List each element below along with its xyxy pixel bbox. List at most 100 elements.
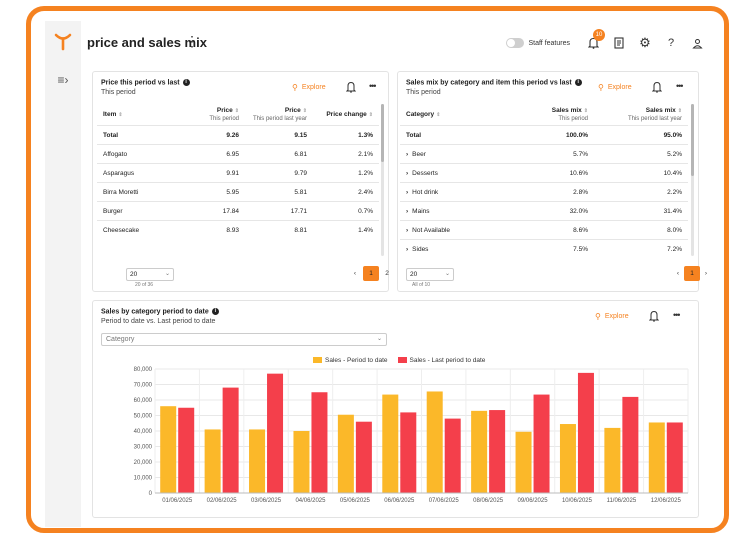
expand-sidebar-icon[interactable]: ≡› — [57, 73, 69, 87]
expand-row-icon[interactable]: › — [406, 150, 409, 158]
table-row[interactable]: Affogato 6.95 6.81 2.1% — [97, 144, 379, 164]
settings-gear-icon[interactable]: ⚙ — [639, 35, 651, 50]
y-tick-label: 40,000 — [134, 429, 153, 435]
table-row[interactable]: Total 100.0% 95.0% — [400, 125, 688, 145]
bar-last-period-to-date[interactable] — [533, 394, 550, 493]
previous-page-icon[interactable]: ‹ — [676, 270, 680, 277]
column-header-sales-mix[interactable]: Sales mix ⇕ This period — [551, 107, 588, 122]
table-row[interactable]: › Mains 32.0% 31.4% — [400, 201, 688, 221]
row-label: Asparagus — [97, 163, 181, 183]
bar-period-to-date[interactable] — [160, 406, 177, 493]
help-icon[interactable]: ? — [667, 37, 675, 49]
previous-page-icon[interactable]: ‹ — [353, 270, 357, 277]
bar-period-to-date[interactable] — [515, 431, 532, 493]
card-more-icon[interactable]: ••• — [676, 81, 684, 91]
table-row[interactable]: Total 9.26 9.15 1.3% — [97, 125, 379, 145]
page-size-select[interactable]: 20 ⌄ — [406, 268, 454, 281]
table-row[interactable]: Birra Moretti 5.95 5.81 2.4% — [97, 182, 379, 202]
table-row[interactable]: › Not Available 8.6% 8.0% — [400, 220, 688, 240]
info-icon[interactable]: i — [574, 79, 582, 86]
user-account-icon[interactable] — [690, 36, 704, 50]
table-row[interactable]: › Sides 7.5% 7.2% — [400, 239, 688, 256]
table-row[interactable]: Cheesecake 8.93 8.81 1.4% — [97, 220, 379, 240]
bar-period-to-date[interactable] — [559, 424, 576, 493]
staff-features-toggle[interactable] — [506, 38, 525, 48]
y-tick-label: 50,000 — [134, 414, 153, 420]
cell-value: 9.15 — [245, 125, 313, 145]
row-label: › Not Available — [400, 220, 510, 240]
expand-row-icon[interactable]: › — [406, 226, 409, 234]
next-page-icon[interactable]: › — [704, 270, 708, 277]
bar-last-period-to-date[interactable] — [178, 407, 195, 493]
page-options-icon[interactable]: ⋮ — [185, 33, 199, 49]
table-scrollbar[interactable] — [381, 104, 384, 256]
explore-button[interactable]: ⚲ Explore — [598, 83, 632, 92]
expand-row-icon[interactable]: › — [406, 207, 409, 215]
bar-period-to-date[interactable] — [648, 422, 665, 493]
alert-bell-icon[interactable] — [652, 81, 662, 93]
info-icon[interactable]: i — [182, 79, 190, 86]
cell-value: 17.71 — [245, 201, 313, 221]
bar-last-period-to-date[interactable] — [267, 373, 284, 493]
alert-bell-icon[interactable] — [346, 81, 356, 93]
brand-logo-icon[interactable] — [51, 29, 75, 53]
cell-value: 8.93 — [181, 220, 245, 240]
bar-period-to-date[interactable] — [249, 429, 266, 493]
bar-last-period-to-date[interactable] — [222, 387, 239, 493]
column-header-price[interactable]: Price ⇕ This period — [209, 107, 239, 122]
bar-period-to-date[interactable] — [471, 410, 488, 493]
notifications-bell-icon[interactable]: 10 — [586, 29, 605, 50]
cell-value: 2.8% — [510, 182, 594, 202]
bar-last-period-to-date[interactable] — [577, 372, 594, 493]
bar-period-to-date[interactable] — [337, 414, 354, 493]
table-row[interactable]: › Beer 5.7% 5.2% — [400, 144, 688, 164]
page-1-button[interactable]: 1 — [684, 266, 700, 281]
column-header-price-change[interactable]: Price change ⇕ — [326, 111, 373, 118]
column-header-item[interactable]: Item ⇕ — [103, 111, 123, 118]
bar-last-period-to-date[interactable] — [666, 422, 683, 493]
row-label: Burger — [97, 201, 181, 221]
bar-last-period-to-date[interactable] — [355, 421, 372, 493]
table-row[interactable]: Burger 17.84 17.71 0.7% — [97, 201, 379, 221]
bar-period-to-date[interactable] — [426, 391, 443, 493]
bar-period-to-date[interactable] — [293, 431, 310, 493]
column-header-price-last-year[interactable]: Price ⇕ This period last year — [252, 107, 307, 122]
card-more-icon[interactable]: ••• — [673, 310, 681, 320]
row-label: Total — [97, 125, 181, 145]
page-size-select[interactable]: 20 ⌄ — [126, 268, 174, 281]
cell-value: 32.0% — [510, 201, 594, 221]
bar-last-period-to-date[interactable] — [444, 418, 461, 493]
explore-button[interactable]: ⚲ Explore — [595, 312, 629, 321]
cell-value: 17.84 — [181, 201, 245, 221]
table-scrollbar[interactable] — [691, 104, 694, 256]
table-row[interactable]: › Desserts 10.6% 10.4% — [400, 163, 688, 183]
document-icon[interactable] — [612, 36, 626, 50]
legend-item-last-period[interactable]: Sales - Last period to date — [397, 357, 485, 364]
notification-count-badge: 10 — [593, 29, 605, 41]
page-1-button[interactable]: 1 — [363, 266, 379, 281]
x-tick-label: 03/06/2025 — [251, 498, 282, 504]
expand-row-icon[interactable]: › — [406, 188, 409, 196]
expand-row-icon[interactable]: › — [406, 169, 409, 177]
bar-last-period-to-date[interactable] — [622, 396, 639, 493]
column-header-category[interactable]: Category ⇕ — [406, 111, 441, 118]
table-row[interactable]: › Hot drink 2.8% 2.2% — [400, 182, 688, 202]
card-more-icon[interactable]: ••• — [369, 81, 377, 91]
legend-item-period[interactable]: Sales - Period to date — [313, 357, 388, 364]
bar-last-period-to-date[interactable] — [489, 410, 506, 493]
explore-button[interactable]: ⚲ Explore — [292, 83, 326, 92]
bar-last-period-to-date[interactable] — [400, 412, 417, 493]
bar-last-period-to-date[interactable] — [311, 392, 328, 493]
expand-row-icon[interactable]: › — [406, 245, 409, 253]
bar-period-to-date[interactable] — [204, 429, 221, 493]
bar-period-to-date[interactable] — [604, 427, 621, 493]
alert-bell-icon[interactable] — [649, 310, 659, 322]
bar-period-to-date[interactable] — [382, 394, 399, 493]
column-header-sales-mix-last-year[interactable]: Sales mix ⇕ This period last year — [627, 107, 682, 122]
category-filter-select[interactable]: Category ⌄ — [101, 333, 387, 346]
page-2-button[interactable]: 2 — [385, 270, 389, 277]
table-row[interactable]: Asparagus 9.91 9.79 1.2% — [97, 163, 379, 183]
chevron-down-icon: ⌄ — [164, 271, 170, 277]
info-icon[interactable]: i — [211, 308, 219, 315]
price-table: Item ⇕ Price ⇕ This period Price ⇕ This perio… — [97, 104, 379, 240]
